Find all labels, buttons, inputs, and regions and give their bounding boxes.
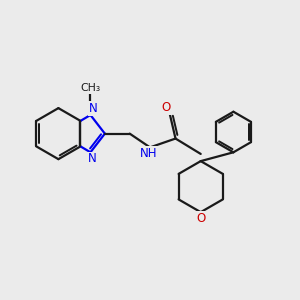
Text: O: O xyxy=(162,101,171,114)
Text: N: N xyxy=(89,102,98,115)
Text: O: O xyxy=(196,212,205,225)
Text: NH: NH xyxy=(140,147,157,160)
Text: N: N xyxy=(88,152,97,165)
Text: CH₃: CH₃ xyxy=(80,83,100,93)
